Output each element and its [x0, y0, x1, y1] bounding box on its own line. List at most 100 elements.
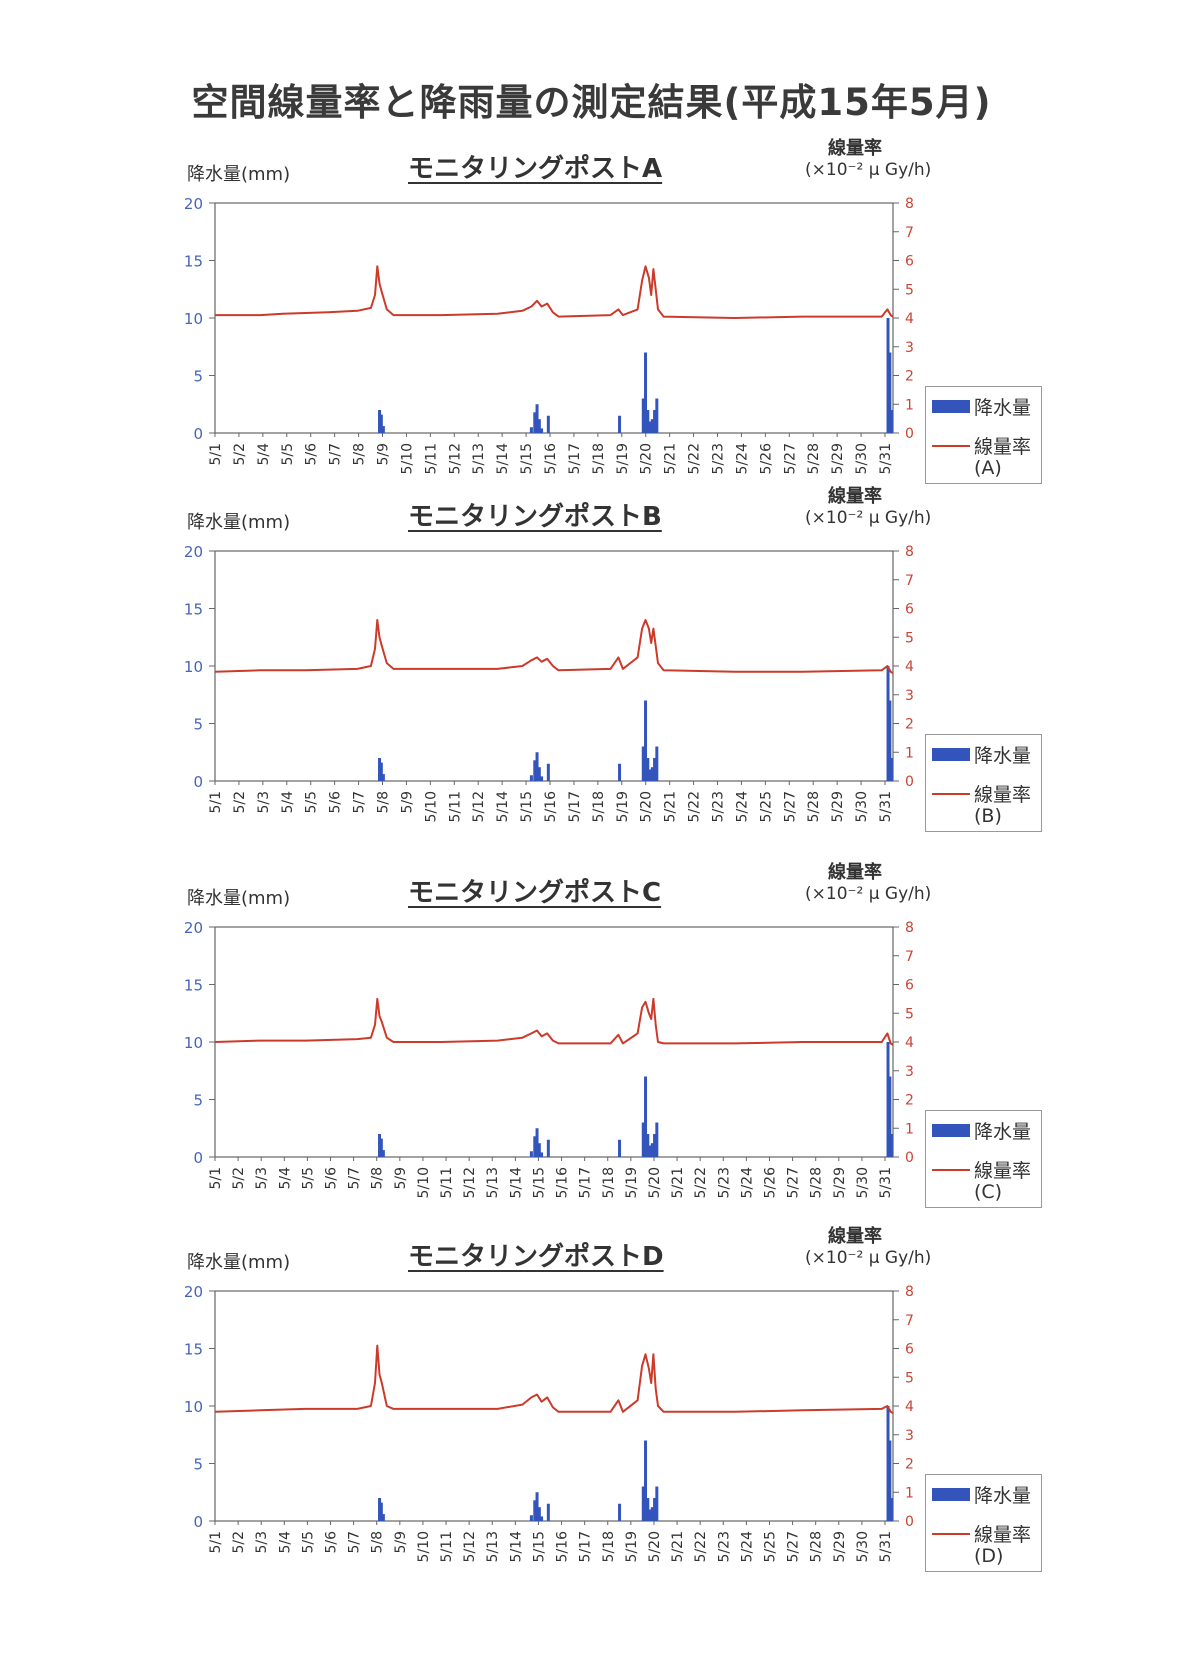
left-tick-label: 20: [184, 543, 203, 561]
x-tick-label: 5/22: [687, 443, 703, 474]
rain-bar: [529, 427, 533, 433]
rain-bar: [655, 1122, 659, 1157]
x-tick-label: 5/16: [543, 791, 559, 823]
right-axis-label: 線量率: [828, 1226, 882, 1247]
x-tick-label: 5/14: [508, 1531, 524, 1563]
right-tick-label: 7: [905, 573, 914, 589]
chart-title: モニタリングポストD: [408, 1242, 664, 1272]
rain-bar: [648, 421, 652, 433]
x-tick-label: 5/29: [830, 443, 846, 474]
x-tick-label: 5/23: [716, 1167, 732, 1198]
legend-item-rain: 降水量: [932, 1117, 1031, 1144]
x-tick-label: 5/30: [854, 791, 870, 822]
x-tick-label: 5/16: [543, 443, 559, 475]
rain-bar: [379, 762, 383, 781]
legend-label-rain: 降水量: [974, 745, 1032, 767]
chart-panel-b: 0 5 10 15 20 0 1 2 3 4 5 6 7 8 5/1 5/2 5/3 5/4 5/5 5/6 5/7 5/…: [0, 476, 1183, 836]
left-tick-label: 0: [193, 425, 203, 443]
rain-bar: [644, 1440, 648, 1521]
x-tick-label: 5/25: [758, 791, 774, 822]
left-tick-label: 10: [184, 310, 203, 328]
right-tick-label: 2: [905, 1093, 914, 1109]
left-tick-label: 20: [184, 919, 203, 937]
x-tick-label: 5/18: [591, 791, 607, 822]
x-tick-label: 5/15: [531, 1531, 547, 1562]
x-tick-label: 5/7: [347, 1167, 363, 1190]
x-tick-label: 5/21: [663, 791, 679, 822]
right-tick-label: 8: [905, 920, 914, 936]
rain-bar: [535, 752, 539, 781]
x-tick-label: 5/6: [324, 1531, 340, 1554]
legend: 降水量 線量率 (C): [925, 1110, 1042, 1208]
rain-bar: [546, 1139, 550, 1157]
x-tick-label: 5/23: [711, 443, 727, 474]
x-tick-label: 5/18: [601, 1531, 617, 1562]
right-tick-label: 3: [905, 340, 914, 356]
left-tick-label: 5: [193, 716, 203, 734]
right-tick-label: 1: [905, 1121, 914, 1137]
rain-bar: [540, 428, 544, 433]
legend-swatch-dose: [932, 792, 970, 795]
x-tick-label: 5/22: [693, 1531, 709, 1562]
rain-bar: [540, 1152, 544, 1157]
legend-swatch-rain: [932, 748, 970, 761]
left-tick-label: 0: [193, 1513, 203, 1531]
rain-bar: [648, 769, 652, 781]
rain-bar: [653, 1134, 657, 1157]
legend-label-dose: 線量率: [974, 1524, 1032, 1546]
rain-bar: [533, 1500, 537, 1521]
legend-label-dose: 線量率: [974, 784, 1032, 806]
legend-label-rain: 降水量: [974, 1121, 1032, 1143]
rain-bar: [650, 1507, 654, 1521]
right-tick-label: 3: [905, 1064, 914, 1080]
rain-bar: [653, 758, 657, 781]
x-tick-label: 5/16: [555, 1531, 571, 1563]
left-tick-label: 15: [184, 601, 203, 619]
legend-item-rain: 降水量: [932, 393, 1031, 420]
left-axis-label: 降水量(mm): [187, 1252, 291, 1273]
rain-bar: [888, 1076, 892, 1157]
legend-tag: (D): [974, 1545, 1004, 1567]
legend-item-dose: 線量率: [932, 1156, 1031, 1183]
right-axis-unit: (×10⁻² μ Gy/h): [805, 884, 932, 904]
x-tick-label: 5/28: [806, 443, 822, 474]
rain-bar: [379, 1502, 383, 1521]
x-tick-label: 5/2: [232, 443, 248, 466]
chart-title: モニタリングポストA: [408, 154, 663, 184]
x-tick-label: 5/22: [693, 1167, 709, 1198]
x-tick-label: 5/14: [495, 791, 511, 823]
legend-swatch-rain: [932, 1488, 970, 1501]
right-tick-label: 0: [905, 1514, 914, 1530]
plot-frame: [214, 202, 894, 434]
right-tick-label: 0: [905, 774, 914, 790]
x-tick-label: 5/24: [739, 1531, 755, 1563]
x-tick-label: 5/1: [208, 1531, 224, 1554]
rain-bar: [644, 1076, 648, 1157]
legend: 降水量 線量率 (D): [925, 1474, 1042, 1572]
x-tick-label: 5/3: [256, 791, 272, 814]
x-tick-label: 5/11: [423, 443, 439, 474]
x-tick-label: 5/6: [324, 1167, 340, 1190]
right-axis-unit: (×10⁻² μ Gy/h): [805, 1248, 932, 1268]
x-tick-label: 5/20: [647, 1167, 663, 1198]
x-tick-label: 5/1: [208, 1167, 224, 1190]
rain-bar: [540, 1516, 544, 1521]
rain-bar: [886, 318, 890, 433]
right-tick-label: 4: [905, 1035, 914, 1051]
rain-bar: [535, 1128, 539, 1157]
dose-line: [215, 265, 894, 319]
x-tick-label: 5/27: [786, 1531, 802, 1562]
x-tick-label: 5/28: [809, 1167, 825, 1198]
x-tick-label: 5/5: [300, 1167, 316, 1190]
chart-title: モニタリングポストC: [408, 878, 662, 908]
left-tick-label: 15: [184, 253, 203, 271]
right-tick-label: 6: [905, 254, 914, 270]
rain-bar: [378, 1134, 382, 1157]
x-tick-label: 5/1: [208, 443, 224, 466]
x-tick-label: 5/11: [439, 1167, 455, 1198]
rain-bar: [381, 426, 385, 433]
legend-swatch-dose: [932, 1532, 970, 1535]
chart-svg: 0 5 10 15 20 0 1 2 3 4 5 6 7 8 5/1 5/2 5/3 5/4 5/5 5/6 5/7 5/…: [184, 1283, 914, 1563]
right-tick-label: 7: [905, 225, 914, 241]
left-tick-label: 5: [193, 1456, 203, 1474]
